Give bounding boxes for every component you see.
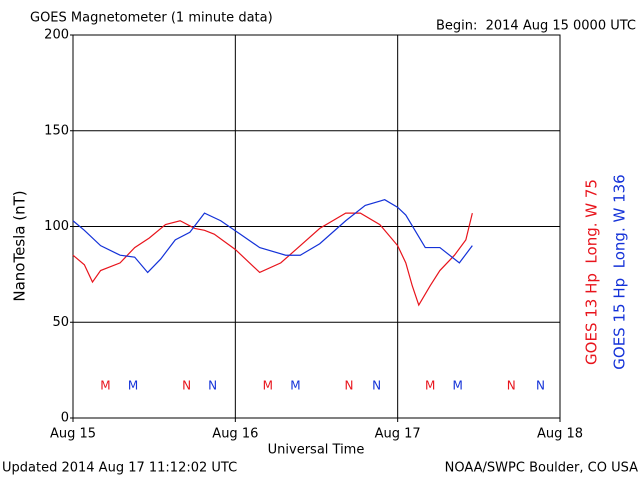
chart-title: GOES Magnetometer (1 minute data): [30, 11, 273, 26]
y-tick-label: 150: [44, 123, 69, 138]
series-line: [72, 212, 473, 307]
day-marker: N: [536, 379, 545, 393]
begin-time: Begin: 2014 Aug 15 0000 UTC: [436, 19, 636, 34]
y-tick-label: 100: [44, 219, 69, 234]
x-tick-label: Aug 16: [212, 427, 258, 442]
series-line: [72, 199, 473, 274]
day-marker: N: [344, 379, 353, 393]
footer-updated: Updated 2014 Aug 17 11:12:02 UTC: [2, 461, 237, 476]
y-axis-label: NanoTesla (nT): [11, 190, 29, 301]
footer-credit: NOAA/SWPC Boulder, CO USA: [445, 461, 638, 476]
day-marker: M: [128, 379, 138, 393]
x-tick-label: Aug 18: [537, 427, 583, 442]
day-marker: M: [100, 379, 110, 393]
y-tick-label: 0: [61, 411, 69, 426]
day-marker: N: [507, 379, 516, 393]
day-marker: M: [453, 379, 463, 393]
day-marker: M: [290, 379, 300, 393]
legend-entry: GOES 15 Hp Long. W 136: [611, 174, 629, 369]
day-marker: M: [425, 379, 435, 393]
day-marker: N: [208, 379, 217, 393]
x-tick-label: Aug 17: [375, 427, 421, 442]
legend-entry: GOES 13 Hp Long. W 75: [583, 179, 601, 365]
x-axis-label: Universal Time: [268, 443, 365, 458]
day-marker: M: [263, 379, 273, 393]
day-marker: N: [372, 379, 381, 393]
y-tick-label: 200: [44, 28, 69, 43]
x-tick-label: Aug 15: [50, 427, 96, 442]
day-marker: N: [182, 379, 191, 393]
y-tick-label: 50: [52, 315, 69, 330]
